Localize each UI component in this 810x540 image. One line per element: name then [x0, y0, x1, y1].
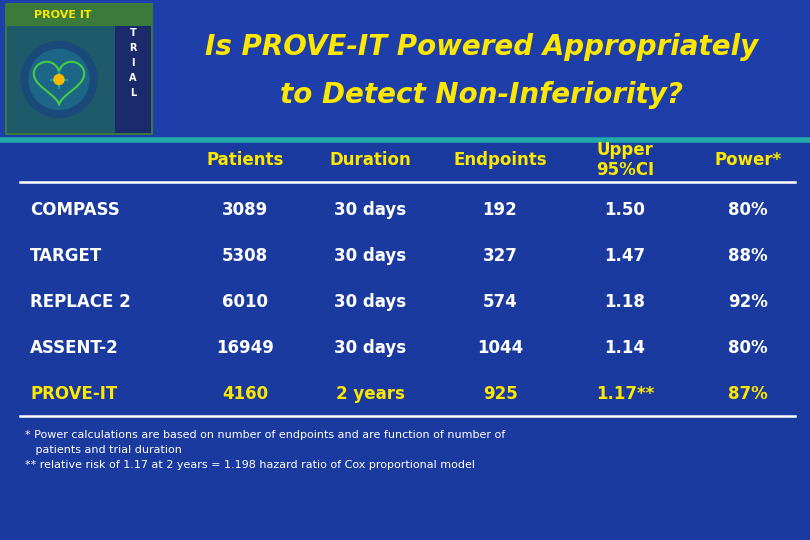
Text: L: L [130, 88, 136, 98]
Text: Duration: Duration [329, 151, 411, 169]
Text: 87%: 87% [728, 385, 768, 403]
Bar [115, 26, 151, 133]
Text: T: T [130, 28, 136, 38]
Text: 80%: 80% [728, 339, 768, 357]
Text: Is PROVE-IT Powered Appropriately: Is PROVE-IT Powered Appropriately [205, 33, 758, 61]
Text: 80%: 80% [728, 201, 768, 219]
Text: 574: 574 [483, 293, 518, 311]
Text: 5308: 5308 [222, 247, 268, 265]
Text: 192: 192 [483, 201, 518, 219]
Text: 1.18: 1.18 [604, 293, 646, 311]
Text: REPLACE 2: REPLACE 2 [30, 293, 130, 311]
Text: 30 days: 30 days [334, 247, 406, 265]
Text: Power*: Power* [714, 151, 782, 169]
Bar [5, 3, 153, 135]
Circle shape [29, 50, 89, 110]
Text: PROVE-IT: PROVE-IT [30, 385, 117, 403]
Text: A: A [130, 73, 137, 83]
Text: 1.17**: 1.17** [596, 385, 654, 403]
Text: 4160: 4160 [222, 385, 268, 403]
Text: PROVE IT: PROVE IT [34, 10, 92, 20]
Text: COMPASS: COMPASS [30, 201, 120, 219]
Text: 2 years: 2 years [335, 385, 404, 403]
Text: to Detect Non-Inferiority?: to Detect Non-Inferiority? [280, 81, 683, 109]
Circle shape [54, 75, 64, 84]
Text: 6010: 6010 [222, 293, 268, 311]
Text: 30 days: 30 days [334, 201, 406, 219]
Text: 30 days: 30 days [334, 339, 406, 357]
Text: 1.14: 1.14 [604, 339, 646, 357]
Text: 92%: 92% [728, 293, 768, 311]
Text: ** relative risk of 1.17 at 2 years = 1.198 hazard ratio of Cox proportional mod: ** relative risk of 1.17 at 2 years = 1.… [25, 460, 475, 470]
Text: 1.47: 1.47 [604, 247, 646, 265]
Text: 88%: 88% [728, 247, 768, 265]
Bar [7, 26, 115, 133]
Text: I: I [131, 58, 134, 68]
Text: patients and trial duration: patients and trial duration [25, 445, 182, 455]
Text: 30 days: 30 days [334, 293, 406, 311]
Text: * Power calculations are based on number of endpoints and are function of number: * Power calculations are based on number… [25, 430, 505, 440]
Text: Endpoints: Endpoints [453, 151, 547, 169]
Text: 1044: 1044 [477, 339, 523, 357]
Text: 3089: 3089 [222, 201, 268, 219]
Text: R: R [130, 43, 137, 53]
Bar [0, 0, 810, 140]
Text: 925: 925 [483, 385, 518, 403]
Text: Patients: Patients [207, 151, 284, 169]
Text: 327: 327 [483, 247, 518, 265]
Circle shape [21, 42, 97, 118]
Text: TARGET: TARGET [30, 247, 102, 265]
Text: 1.50: 1.50 [604, 201, 646, 219]
Text: 16949: 16949 [216, 339, 274, 357]
Text: Upper
95%CI: Upper 95%CI [596, 140, 654, 179]
Text: ASSENT-2: ASSENT-2 [30, 339, 119, 357]
